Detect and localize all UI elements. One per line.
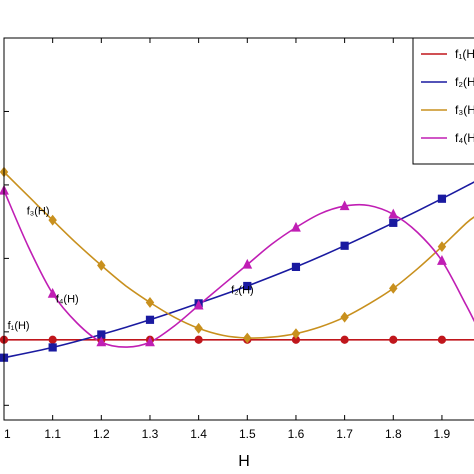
series-line-2 [3, 181, 474, 359]
series-2-point [145, 315, 155, 324]
series-4-point [437, 255, 447, 265]
legend-box [412, 37, 474, 165]
legend-label-4: f₄(H) [455, 131, 474, 145]
series-4-point [291, 221, 301, 232]
series-3-point [389, 282, 398, 294]
series-4-point [242, 258, 253, 269]
series-4-point [145, 336, 155, 347]
curve-label-1: f₁(H) [8, 320, 30, 332]
curve-label-4: f₄(H) [56, 294, 79, 306]
series-2-point [243, 281, 252, 291]
legend-label-3: f₃(H) [455, 103, 474, 117]
legend-label-2: f₂(H) [455, 75, 474, 89]
series-2-point [389, 218, 398, 227]
series-1-point [48, 335, 57, 344]
x-tick-label: 1.5 [239, 427, 256, 441]
series-3-point [194, 322, 203, 334]
series-4-point [193, 299, 204, 310]
series-2-point [48, 343, 57, 352]
x-tick-label: 1.2 [93, 427, 110, 441]
series-4-point [388, 208, 399, 219]
curve-labels: f₁(H) f₂(H) f₃(H) f₄(H) [8, 205, 254, 332]
series-2-point [340, 241, 349, 250]
legend-label-1: f₁(H) [455, 47, 474, 61]
x-tick-label: 1.9 [434, 427, 451, 441]
series-line-4 [3, 190, 474, 348]
x-tick-label: 1.6 [288, 427, 305, 441]
x-tick-label: 1.3 [142, 427, 159, 441]
series-3-point [145, 297, 155, 308]
series-3-point [97, 260, 106, 271]
series-3-point [291, 328, 301, 340]
series-3-point [437, 241, 447, 253]
series-line-3 [3, 171, 474, 339]
x-tick-label: 1.1 [44, 427, 61, 441]
series-3-point [340, 311, 349, 323]
x-tick-label: 1 [4, 427, 11, 441]
x-tick-label: 1.7 [336, 427, 353, 441]
curve-label-3: f₃(H) [27, 205, 50, 217]
series-1-point [194, 335, 203, 344]
plot-frame [3, 37, 474, 421]
x-tick-label: 1.8 [385, 427, 402, 441]
series-3-point [243, 332, 252, 344]
series-1-point [437, 335, 447, 344]
legend: f₁(H) f₂(H) f₃(H) f₄(H) [412, 37, 474, 165]
plot-curves [3, 171, 474, 359]
x-axis-label: H [238, 453, 250, 470]
plot-markers [0, 166, 447, 362]
series-4-point [339, 200, 350, 211]
series-4-point [47, 287, 58, 298]
series-2-point [291, 262, 301, 272]
curve-label-2: f₂(H) [231, 285, 254, 297]
x-tick-labels: 1 1.1 1.2 1.3 1.4 1.5 1.6 1.7 1.8 1.9 [4, 427, 451, 441]
axis-ticks [3, 38, 443, 420]
series-3-point [48, 214, 57, 226]
x-tick-label: 1.4 [190, 427, 207, 441]
series-1-point [340, 335, 349, 344]
series-2-point [437, 194, 447, 203]
series-4-point [96, 336, 107, 347]
series-1-point [389, 335, 398, 344]
